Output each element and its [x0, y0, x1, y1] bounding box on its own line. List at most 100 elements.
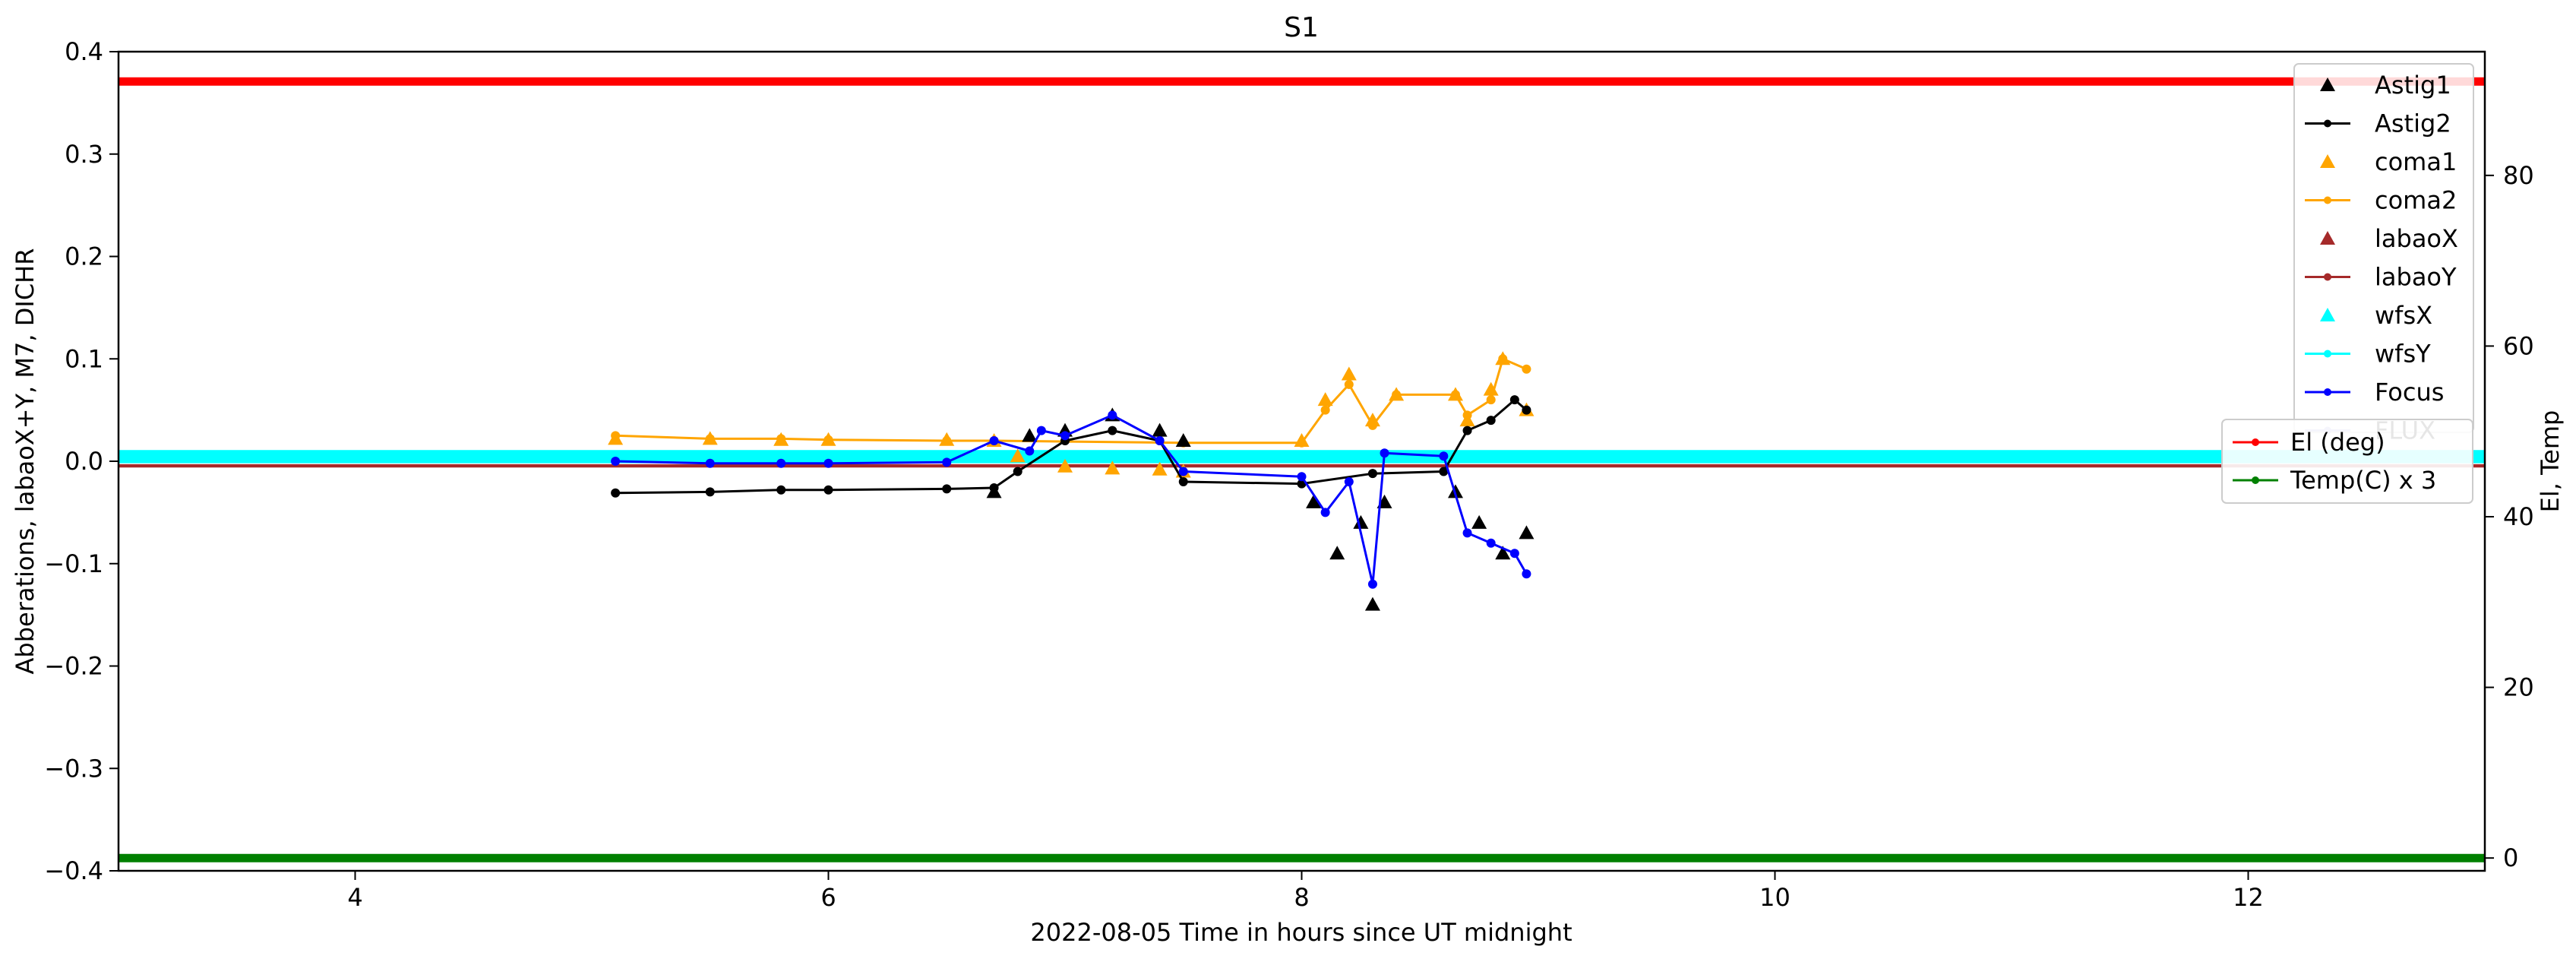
point-focus-21: [1522, 569, 1531, 579]
point-astig2-8: [1108, 426, 1117, 435]
legend-main-marker-wfsx: [2320, 308, 2335, 321]
y-right-tick-label-4: 80: [2503, 161, 2534, 190]
point-focus-1: [705, 458, 715, 468]
legend-right-marker-el-deg: [2252, 438, 2259, 446]
point-astig1-13: [1495, 546, 1511, 560]
point-focus-20: [1509, 549, 1519, 559]
y-right-tick-label-1: 20: [2503, 673, 2534, 702]
point-focus-8: [1060, 431, 1070, 441]
point-coma1-7: [1057, 458, 1073, 473]
legend-main-label-astig2: Astig2: [2375, 109, 2451, 138]
point-focus-2: [776, 458, 786, 468]
point-coma1-13: [1341, 366, 1357, 381]
y-axis-label-right: El, Temp: [2536, 410, 2565, 513]
point-focus-10: [1155, 436, 1165, 446]
point-astig1-12: [1471, 514, 1487, 529]
x-tick-label-3: 10: [1759, 883, 1791, 912]
point-coma1-16: [1447, 387, 1463, 401]
y-tick-label-7: 0.3: [65, 140, 103, 169]
point-focus-0: [611, 457, 621, 466]
y-tick-label-5: 0.1: [65, 344, 103, 373]
legend-main-marker-coma2: [2324, 196, 2331, 204]
point-coma1-8: [1105, 460, 1120, 475]
point-astig1-7: [1329, 546, 1345, 560]
point-focus-5: [989, 436, 999, 446]
point-astig2-17: [1522, 405, 1531, 415]
point-astig2-6: [1013, 467, 1022, 476]
legend-main-label-labaox: labaoX: [2375, 224, 2458, 253]
point-astig2-16: [1509, 395, 1519, 405]
point-astig2-0: [611, 488, 621, 498]
point-focus-12: [1297, 472, 1307, 482]
legend-main-label-focus: Focus: [2375, 378, 2444, 407]
point-astig2-12: [1367, 469, 1377, 479]
point-focus-14: [1344, 476, 1354, 486]
point-coma1-0: [608, 431, 624, 445]
point-coma2-16: [1522, 364, 1531, 374]
y-tick-label-2: −0.2: [44, 652, 103, 681]
point-focus-13: [1320, 508, 1330, 517]
point-coma1-9: [1152, 461, 1168, 476]
legend-main-marker-labaox: [2320, 231, 2335, 245]
legend-right-label-temp-c-x-3: Temp(C) x 3: [2290, 466, 2436, 495]
point-focus-16: [1380, 448, 1389, 458]
y-tick-label-6: 0.2: [65, 242, 103, 271]
y-right-tick-label-2: 40: [2503, 502, 2534, 531]
y-right-tick-label-0: 0: [2503, 843, 2518, 872]
point-coma1-4: [939, 432, 955, 446]
chart-title: S1: [1284, 12, 1319, 43]
point-focus-15: [1367, 579, 1377, 589]
point-astig2-3: [823, 485, 833, 495]
point-focus-6: [1025, 446, 1035, 456]
x-tick-label-1: 6: [820, 883, 836, 912]
point-coma1-2: [773, 432, 789, 446]
point-coma1-18: [1483, 381, 1499, 396]
legend-right-marker-temp-c-x-3: [2252, 476, 2259, 484]
y-tick-label-8: 0.4: [65, 37, 103, 66]
y-tick-label-4: 0.0: [65, 447, 103, 476]
series-line-focus: [615, 413, 1528, 586]
legend-main-marker-labaoy: [2324, 273, 2331, 281]
point-astig1-1: [1022, 428, 1038, 442]
x-tick-label-0: 4: [347, 883, 362, 912]
point-coma1-17: [1459, 413, 1475, 427]
point-coma1-1: [702, 431, 718, 445]
point-coma2-9: [1344, 379, 1354, 389]
legend-main-marker-astig1: [2320, 78, 2335, 91]
point-astig2-2: [776, 485, 786, 495]
point-focus-19: [1486, 538, 1496, 548]
legend-main-label-wfsy: wfsY: [2375, 340, 2431, 369]
point-astig1-0: [986, 484, 1002, 498]
point-coma1-19: [1495, 351, 1511, 365]
point-astig2-10: [1178, 476, 1188, 486]
legend-main-marker-astig2: [2324, 119, 2331, 128]
point-focus-17: [1439, 451, 1449, 461]
legend-main-label-coma1: coma1: [2375, 147, 2457, 176]
legend-main-marker-focus: [2324, 388, 2331, 396]
x-tick-label-4: 12: [2233, 883, 2264, 912]
point-focus-7: [1036, 426, 1046, 435]
point-astig1-5: [1175, 433, 1191, 448]
point-coma1-14: [1364, 413, 1380, 427]
legend-right: El (deg) Temp(C) x 3: [2221, 419, 2473, 504]
point-coma2-14: [1486, 395, 1496, 405]
y-right-tick-label-3: 60: [2503, 331, 2534, 360]
legend-right-label-el-deg: El (deg): [2290, 428, 2385, 457]
point-focus-9: [1108, 410, 1117, 420]
legend-main-label-wfsx: wfsX: [2375, 301, 2432, 330]
point-astig2-4: [942, 484, 952, 494]
point-astig2-13: [1439, 467, 1449, 476]
legend-main-marker-coma1: [2320, 154, 2335, 168]
point-coma1-15: [1389, 387, 1405, 401]
point-coma1-11: [1294, 433, 1310, 448]
plot-area: [119, 77, 2485, 862]
point-astig2-14: [1462, 426, 1472, 435]
point-astig1-4: [1152, 422, 1168, 437]
legend-main-label-astig1: Astig1: [2375, 71, 2451, 100]
point-coma1-6: [1010, 448, 1026, 463]
point-focus-4: [942, 457, 952, 467]
point-focus-18: [1462, 528, 1472, 538]
